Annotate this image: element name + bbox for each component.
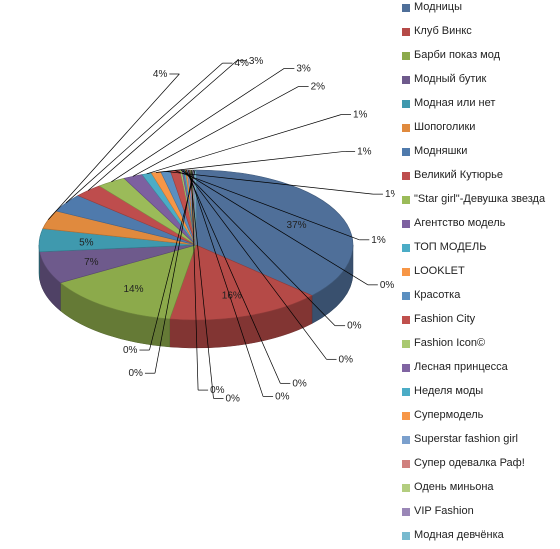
legend-label: Модный бутик <box>414 73 487 85</box>
leader-line-одень-миньона <box>191 170 199 391</box>
leader-line-супермодель <box>185 170 281 384</box>
data-label-великий-кутюрье: 3% <box>249 56 264 67</box>
legend-label: VIP Fashion <box>414 505 474 517</box>
data-label-клуб-винкс: 16% <box>222 291 242 302</box>
data-label-fashion-city: 1% <box>371 235 386 246</box>
leader-line-vip-fashion <box>154 169 194 374</box>
leader-line-лесная-принцесса <box>182 170 336 326</box>
data-label-superstar-fashion-girl: 0% <box>275 391 290 402</box>
data-label-лесная-принцесса: 0% <box>347 321 362 332</box>
legend-label: Барби показ мод <box>414 49 501 61</box>
data-label-красотка: 1% <box>385 189 395 200</box>
pie-labels: 37%16%14%7%5%4%4%3%3%2%1%1%1%1%0%0%0%0%0… <box>48 56 395 404</box>
legend-label: Одень миньона <box>414 481 494 493</box>
leader-line-супер-одевалка-раф <box>189 170 214 399</box>
legend-swatch <box>402 148 410 156</box>
data-label-looklet: 1% <box>357 146 372 157</box>
legend-label: LOOKLET <box>414 265 465 277</box>
legend-label: Fashion Icon© <box>414 337 486 349</box>
legend-swatch <box>402 4 410 12</box>
leader-line-великий-кутюрье <box>87 60 238 191</box>
legend-swatch <box>402 460 410 468</box>
data-label-одень-миньона: 0% <box>210 385 225 396</box>
legend-swatch <box>402 196 410 204</box>
legend-swatch <box>402 268 410 276</box>
leader-line-модная-девчёнка <box>149 169 196 351</box>
leader-line-красотка <box>165 171 373 195</box>
legend-label: Агентство модель <box>414 217 506 229</box>
pie-slice-модницы <box>195 169 354 296</box>
leader-line-fashion-city <box>175 170 360 241</box>
legend-swatch <box>402 364 410 372</box>
legend-label: Неделя моды <box>414 385 484 397</box>
data-label-модняшки: 4% <box>234 58 249 69</box>
leader-line-superstar-fashion-girl <box>187 169 264 397</box>
legend-swatch <box>402 484 410 492</box>
data-label-супер-одевалка-раф: 0% <box>225 393 240 404</box>
leader-line-агентство-модель <box>132 86 299 177</box>
legend-label: Шопоголики <box>414 121 476 133</box>
legend-swatch <box>402 220 410 228</box>
data-label-топ-модель: 1% <box>353 110 368 121</box>
legend-label: Великий Кутюрье <box>414 169 503 181</box>
data-label-модная-девчёнка: 0% <box>123 345 138 356</box>
legend-swatch <box>402 52 410 60</box>
legend-swatch <box>402 532 410 540</box>
data-label-шопоголики: 4% <box>153 69 168 80</box>
leader-line-топ-модель <box>146 114 342 175</box>
data-label-star-girl-девушка-звезда: 3% <box>296 63 311 74</box>
legend-swatch <box>402 316 410 324</box>
data-label-модная-или-нет: 5% <box>79 238 94 249</box>
legend-swatch <box>402 508 410 516</box>
pie-sides <box>38 244 354 349</box>
legend-label: "Star girl"-Девушка звезда <box>414 193 546 205</box>
legend-swatch <box>402 292 410 300</box>
leader-line-fashion-icon <box>180 170 369 286</box>
pie-chart: 37%16%14%7%5%4%4%3%3%2%1%1%1%1%0%0%0%0%0… <box>38 56 395 404</box>
legend-swatch <box>402 100 410 108</box>
leader-line-неделя-моды <box>184 169 327 360</box>
pie-slices <box>38 169 354 321</box>
data-label-fashion-icon: 0% <box>380 280 395 291</box>
data-label-модницы: 37% <box>287 220 307 231</box>
legend-label: Супер одевалка Раф! <box>414 457 525 469</box>
legend-swatch <box>402 76 410 84</box>
data-label-барби-показ-мод: 14% <box>123 284 143 295</box>
pie-slice-клуб-винкс <box>169 244 313 321</box>
legend-swatch <box>402 340 410 348</box>
data-label-неделя-моды: 0% <box>339 354 354 365</box>
legend-swatch <box>402 172 410 180</box>
legend-label: ТОП МОДЕЛЬ <box>414 241 487 253</box>
data-label-модный-бутик: 7% <box>84 257 99 268</box>
legend-label: Модницы <box>414 1 463 13</box>
leader-line-looklet <box>156 150 346 173</box>
leader-line-модняшки <box>65 62 223 204</box>
legend-swatch <box>402 388 410 396</box>
data-label-супермодель: 0% <box>292 378 307 389</box>
leader-line-star-girl-девушка-звезда <box>111 68 285 183</box>
leader-line-шопоголики <box>48 73 180 220</box>
legend-label: Superstar fashion girl <box>414 433 518 445</box>
data-label-агентство-модель: 2% <box>311 81 326 92</box>
legend-label: Лесная принцесса <box>414 361 508 373</box>
data-label-vip-fashion: 0% <box>128 368 143 379</box>
legend-label: Супермодель <box>414 409 484 421</box>
legend-label: Модная девчёнка <box>414 529 504 541</box>
legend-label: Модная или нет <box>414 97 496 109</box>
legend-swatch <box>402 244 410 252</box>
legend-swatch <box>402 124 410 132</box>
legend-swatch <box>402 412 410 420</box>
legend-label: Красотка <box>414 289 461 301</box>
legend-label: Клуб Винкс <box>414 25 472 37</box>
legend-swatch <box>402 28 410 36</box>
legend-label: Fashion City <box>414 313 476 325</box>
legend-label: Модняшки <box>414 145 468 157</box>
legend-swatch <box>402 436 410 444</box>
